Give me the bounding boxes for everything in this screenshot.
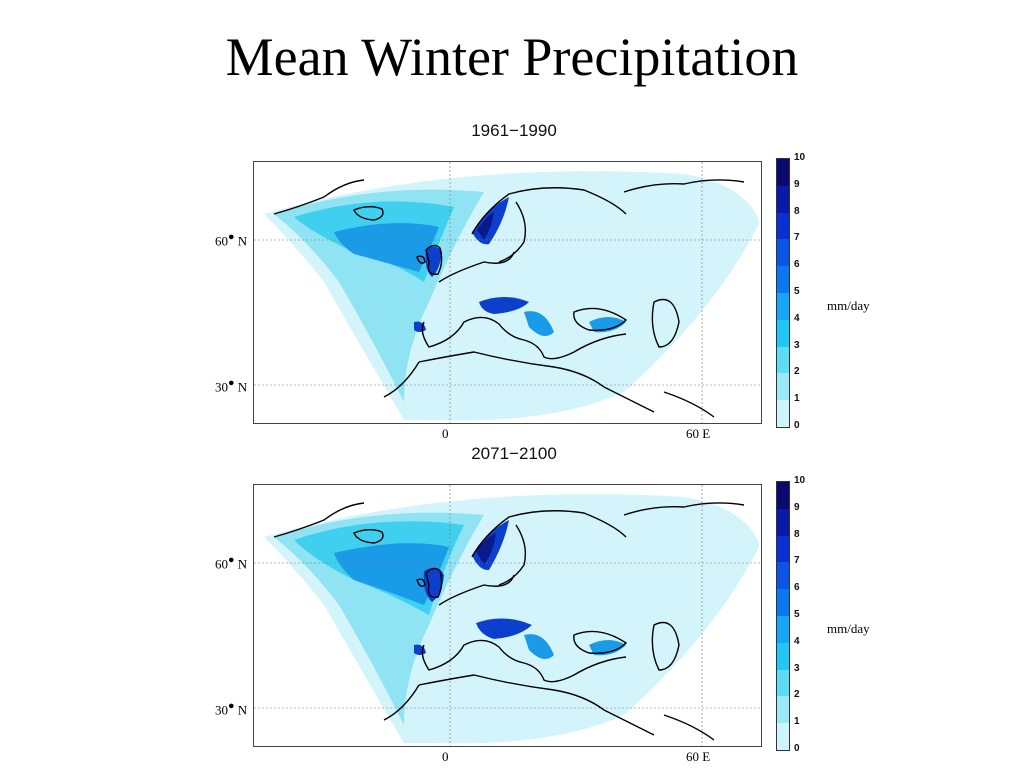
caspian-outline — [651, 621, 680, 671]
map-panel-2071-2100: 2071−2100 — [0, 441, 1024, 764]
units-label: mm/day — [827, 621, 870, 636]
colorbar-tick-label: 4 — [794, 312, 800, 324]
colorbar-segment — [777, 400, 789, 427]
colorbar-tick-label: 3 — [794, 662, 800, 674]
coastlines — [273, 179, 745, 418]
atlantic-blue — [334, 223, 439, 272]
units-label: mm/day — [827, 298, 870, 313]
colorbar-segment — [777, 319, 789, 347]
latitude-label-60: 60● N — [215, 231, 248, 249]
colorbar-tick-label: 10 — [794, 475, 806, 486]
iceland-outline — [353, 206, 384, 221]
middle-east-coast — [603, 709, 715, 741]
uk-outline — [416, 244, 443, 275]
black-sea-outline — [573, 307, 628, 331]
colorbar-segment — [777, 615, 789, 643]
colorbar-tick-label: 2 — [794, 689, 800, 701]
colorbar-tick-label: 9 — [794, 178, 800, 190]
map-panel-1961-1990: 1961−1990 — [0, 118, 1024, 441]
balkans-blue — [524, 634, 554, 659]
latitude-label-60: 60● N — [215, 554, 248, 572]
colorbar-tick-label: 5 — [794, 609, 800, 620]
colorbar-tick-label: 2 — [794, 366, 800, 378]
middle-east-coast — [603, 386, 715, 418]
colorbar-segment — [777, 373, 789, 401]
map-svg — [254, 162, 761, 423]
colorbar-tick-label: 8 — [794, 205, 800, 217]
norway-darkest — [476, 533, 496, 565]
panel-title: 2071−2100 — [471, 444, 557, 463]
alps-deep — [476, 618, 532, 639]
uk-outline — [416, 567, 443, 598]
russia-coast — [623, 179, 745, 193]
russia-coast — [623, 502, 745, 516]
colorbar-tick-label: 0 — [794, 420, 800, 431]
coastlines — [273, 502, 745, 741]
colorbar-segment — [777, 159, 789, 186]
colorbar-segment — [777, 535, 789, 563]
scandinavia-coast — [471, 510, 627, 586]
colorbar-tick-label: 4 — [794, 635, 800, 647]
colorbar-segment — [777, 696, 789, 724]
map-svg — [254, 485, 761, 746]
precipitation-map — [253, 161, 762, 424]
colorbar-segment — [777, 642, 789, 670]
longitude-label-0: 0 — [442, 749, 449, 764]
turkey-deep — [589, 640, 626, 656]
panel-title: 1961−1990 — [471, 121, 557, 140]
colorbar-tick-label: 7 — [794, 555, 800, 567]
latitude-label-30: 30● N — [215, 700, 248, 718]
greenland-coast — [273, 179, 365, 215]
continent-coast — [421, 251, 627, 360]
colorbar-segment — [777, 292, 789, 320]
colorbar-tick-label: 6 — [794, 259, 800, 271]
latitude-label-30: 30● N — [215, 377, 248, 395]
north-africa-coast — [383, 351, 605, 398]
colorbar-tick-label: 6 — [794, 582, 800, 594]
longitude-label-0: 0 — [442, 426, 449, 441]
colorbar-segment — [777, 589, 789, 616]
colorbar — [776, 158, 790, 428]
greenland-coast — [273, 502, 365, 538]
colorbar-tick-label: 8 — [794, 528, 800, 540]
norway-darkest — [477, 212, 494, 240]
colorbar-segment — [777, 212, 789, 240]
caspian-outline — [651, 298, 680, 348]
longitude-label-60: 60 E — [686, 749, 711, 764]
colorbar-tick-label: 1 — [794, 716, 800, 728]
colorbar-segment — [777, 669, 789, 697]
colorbar-segment — [777, 482, 789, 509]
page-title: Mean Winter Precipitation — [225, 27, 799, 87]
colorbar-segment — [777, 266, 789, 293]
black-sea-outline — [573, 630, 628, 654]
continent-coast — [421, 574, 627, 683]
colorbar-tick-label: 7 — [794, 232, 800, 244]
colorbar — [776, 481, 790, 751]
balkans-blue — [524, 311, 554, 336]
colorbar-tick-label: 3 — [794, 339, 800, 351]
colorbar-segment — [777, 562, 789, 590]
uk-deep — [425, 246, 442, 277]
colorbar-segment — [777, 723, 789, 750]
colorbar-tick-label: 1 — [794, 393, 800, 405]
colorbar-segment — [777, 508, 789, 536]
colorbar-tick-label: 10 — [794, 152, 806, 163]
iceland-outline — [353, 529, 384, 544]
alps-deep — [479, 297, 529, 314]
colorbar-segment — [777, 346, 789, 374]
colorbar-segment — [777, 239, 789, 267]
turkey-deep — [589, 317, 626, 333]
colorbar-tick-label: 9 — [794, 501, 800, 513]
colorbar-segment — [777, 185, 789, 213]
longitude-label-60: 60 E — [686, 426, 711, 441]
atlantic-blue — [334, 543, 449, 605]
colorbar-tick-label: 5 — [794, 286, 800, 297]
colorbar-tick-label: 0 — [794, 743, 800, 754]
precipitation-map — [253, 484, 762, 747]
scandinavia-coast — [471, 187, 627, 263]
north-africa-coast — [383, 674, 605, 721]
